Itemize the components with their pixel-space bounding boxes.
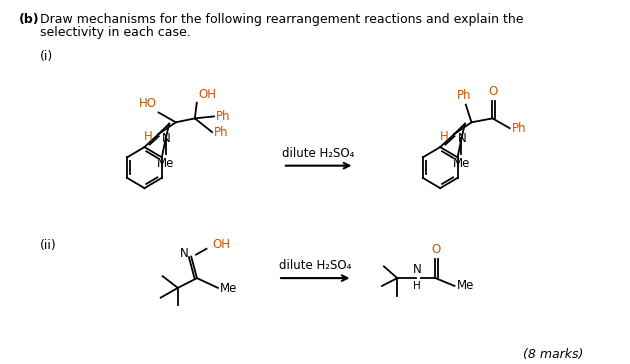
Text: Me: Me (220, 282, 238, 295)
Text: N: N (180, 247, 188, 260)
Text: Me: Me (157, 157, 175, 170)
Text: O: O (489, 85, 498, 98)
Text: Ph: Ph (512, 122, 526, 135)
Text: Ph: Ph (214, 126, 229, 139)
Text: (b): (b) (18, 13, 39, 26)
Text: H: H (413, 281, 421, 291)
Text: N: N (413, 263, 421, 276)
Text: N: N (163, 132, 171, 145)
Text: Me: Me (456, 280, 474, 292)
Text: H: H (144, 130, 153, 143)
Text: OH: OH (198, 88, 217, 101)
Text: dilute H₂SO₄: dilute H₂SO₄ (282, 147, 355, 160)
Text: (i): (i) (40, 50, 53, 63)
Text: Ph: Ph (457, 89, 471, 102)
Text: (8 marks): (8 marks) (523, 348, 583, 360)
Text: dilute H₂SO₄: dilute H₂SO₄ (279, 259, 352, 272)
Text: (ii): (ii) (40, 239, 56, 252)
Text: OH: OH (212, 238, 230, 252)
Text: Ph: Ph (216, 110, 231, 123)
Text: HO: HO (139, 96, 157, 110)
Text: selectivity in each case.: selectivity in each case. (40, 26, 190, 39)
Text: N: N (458, 132, 467, 145)
Text: Me: Me (453, 157, 470, 170)
Text: Draw mechanisms for the following rearrangement reactions and explain the: Draw mechanisms for the following rearra… (40, 13, 523, 26)
Text: H: H (440, 130, 449, 143)
Text: O: O (432, 243, 441, 256)
